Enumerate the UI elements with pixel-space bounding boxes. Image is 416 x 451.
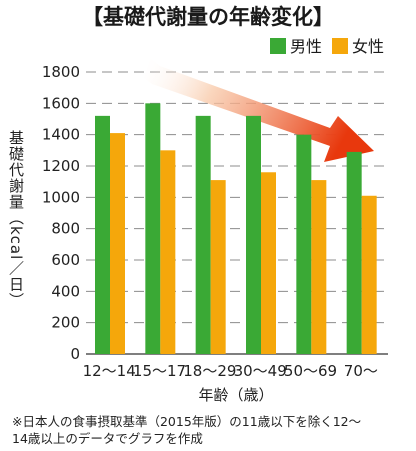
y-axis-ticks: 0 200 400 600 800 1000 1200 1400 1600 1800 bbox=[42, 63, 80, 363]
y-tick-label: 400 bbox=[51, 282, 80, 300]
bar-male-1 bbox=[145, 103, 161, 354]
footnote-line-1: ※日本人の食事摂取基準（2015年版）の11歳以下を除く12～ bbox=[12, 414, 361, 429]
trend-arrow-shape bbox=[144, 58, 374, 162]
x-tick-label: 50～69 bbox=[284, 362, 337, 380]
x-tick-label: 12～14 bbox=[83, 362, 136, 380]
y-tick-label: 1400 bbox=[42, 126, 80, 144]
bar-male-0 bbox=[95, 115, 110, 354]
y-tick-label: 800 bbox=[51, 220, 80, 238]
legend-swatch-male bbox=[270, 38, 286, 54]
y-tick-label: 600 bbox=[51, 251, 80, 269]
legend-swatch-female bbox=[332, 38, 348, 54]
bar-female-2 bbox=[210, 180, 226, 354]
y-tick-label: 1800 bbox=[42, 63, 80, 81]
x-tick-label: 30～49 bbox=[234, 362, 287, 380]
bar-female-4 bbox=[311, 180, 327, 354]
y-tick-label: 0 bbox=[70, 345, 80, 363]
footnote-line-2: 14歳以上のデータでグラフを作成 bbox=[12, 431, 203, 446]
bar-male-4 bbox=[296, 134, 312, 354]
gridlines bbox=[86, 71, 388, 355]
bar-female-1 bbox=[160, 150, 176, 354]
bar-female-3 bbox=[261, 172, 276, 354]
bar-male-2 bbox=[195, 115, 211, 354]
y-tick-label: 1000 bbox=[42, 188, 80, 206]
chart-title: 【基礎代謝量の年齢変化】 bbox=[82, 5, 334, 29]
bar-female-0 bbox=[110, 133, 125, 354]
bar-male-3 bbox=[246, 115, 261, 354]
bars bbox=[95, 103, 377, 354]
x-tick-label: 15～17 bbox=[133, 362, 186, 380]
x-tick-label: 70～ bbox=[344, 362, 378, 380]
bar-male-5 bbox=[346, 151, 362, 354]
bar-female-5 bbox=[361, 195, 377, 354]
legend: 男性 女性 bbox=[270, 37, 384, 56]
trend-arrow bbox=[144, 58, 374, 162]
x-axis-label: 年齢（歳） bbox=[198, 386, 273, 404]
y-tick-label: 1600 bbox=[42, 94, 80, 112]
legend-label-female: 女性 bbox=[352, 37, 384, 56]
y-tick-label: 1200 bbox=[42, 157, 80, 175]
legend-label-male: 男性 bbox=[290, 37, 322, 56]
x-tick-label: 18～29 bbox=[183, 362, 236, 380]
y-axis-label: 基礎代謝量（kcal／日） bbox=[7, 130, 25, 308]
y-tick-label: 200 bbox=[51, 314, 80, 332]
